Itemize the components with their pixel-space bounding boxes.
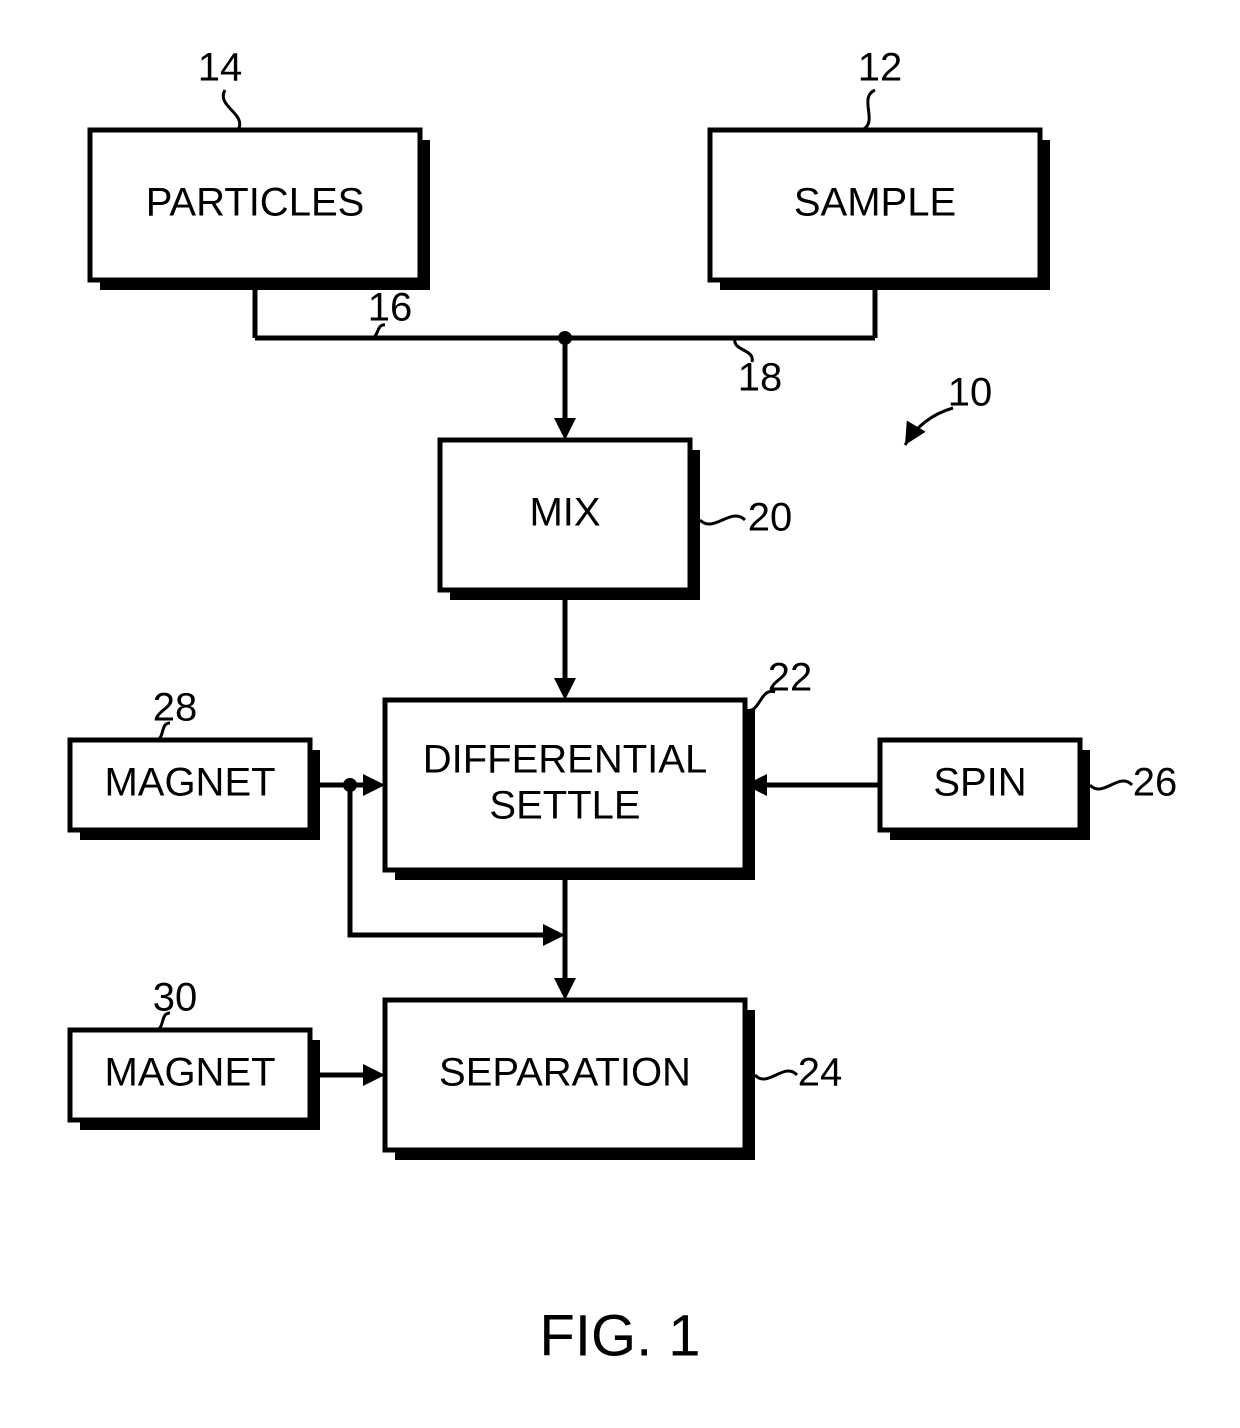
connector-spin-to-diff — [745, 774, 880, 796]
box-sample-label: SAMPLE — [794, 181, 956, 225]
svg-text:24: 24 — [798, 1051, 843, 1095]
ref-r28: 28 — [153, 686, 198, 740]
svg-text:28: 28 — [153, 686, 198, 730]
svg-text:12: 12 — [858, 46, 903, 90]
ref-r20: 20 — [700, 496, 792, 540]
junction-dot — [558, 331, 572, 345]
box-particles-label: PARTICLES — [146, 181, 365, 225]
ref-r12: 12 — [858, 46, 903, 130]
svg-text:18: 18 — [738, 356, 783, 400]
figure-caption: FIG. 1 — [539, 1303, 700, 1368]
connector-magnet30-to-sep — [310, 1064, 385, 1086]
svg-text:30: 30 — [153, 976, 198, 1020]
box-magnet28: MAGNET — [70, 740, 320, 840]
ref-r22: 22 — [745, 656, 812, 711]
ref-r16: 16 — [368, 286, 413, 339]
box-particles: PARTICLES — [90, 130, 430, 290]
box-spin: SPIN — [880, 740, 1090, 840]
svg-text:26: 26 — [1133, 761, 1178, 805]
ref-r24: 24 — [755, 1051, 842, 1095]
ref-r10: 10 — [905, 371, 992, 445]
ref-r30: 30 — [153, 976, 198, 1030]
ref-r14: 14 — [198, 46, 243, 130]
ref-r18: 18 — [735, 338, 783, 400]
svg-text:16: 16 — [368, 286, 413, 330]
box-diff_settle-label: DIFFERENTIAL — [423, 738, 707, 782]
box-separation: SEPARATION — [385, 1000, 755, 1160]
box-mix-label: MIX — [529, 491, 600, 535]
box-magnet28-label: MAGNET — [104, 761, 275, 805]
box-magnet30: MAGNET — [70, 1030, 320, 1130]
svg-text:10: 10 — [948, 371, 993, 415]
connector-merge-to-mix — [554, 338, 576, 440]
box-sample: SAMPLE — [710, 130, 1050, 290]
svg-text:20: 20 — [748, 496, 793, 540]
box-diff_settle-label: SETTLE — [489, 784, 640, 828]
box-mix: MIX — [440, 440, 700, 600]
box-diff_settle: DIFFERENTIALSETTLE — [385, 700, 755, 880]
svg-text:14: 14 — [198, 46, 243, 90]
box-magnet30-label: MAGNET — [104, 1051, 275, 1095]
box-separation-label: SEPARATION — [439, 1051, 691, 1095]
ref-r26: 26 — [1090, 761, 1177, 805]
connector-mix-to-diff — [554, 590, 576, 700]
box-spin-label: SPIN — [933, 761, 1026, 805]
